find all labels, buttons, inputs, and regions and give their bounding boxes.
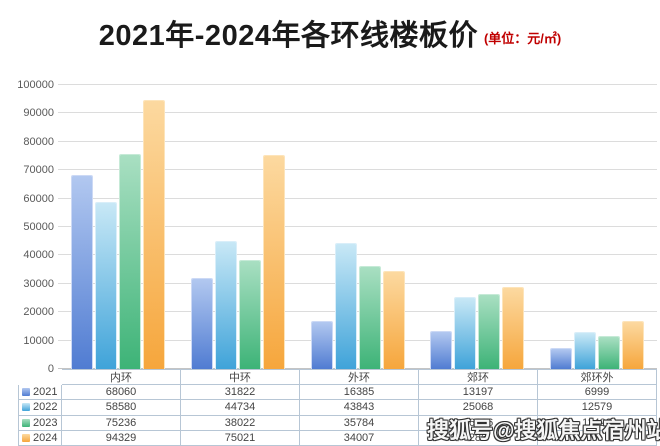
plot-area <box>58 84 657 369</box>
bar-2021-内环 <box>71 176 92 369</box>
y-tick-label-10000: 10000 <box>23 334 54 347</box>
bar-2022-中环 <box>215 242 236 369</box>
table-header-外环: 外环 <box>300 369 419 385</box>
bar-2024-中环 <box>263 156 284 369</box>
y-tick-label-60000: 60000 <box>23 192 54 205</box>
table-cell-2022-郊环: 25068 <box>419 400 538 416</box>
table-cell-2023-郊环外: 11423 <box>538 415 657 431</box>
legend-year-2023: 2023 <box>33 416 58 429</box>
y-tick-label-80000: 80000 <box>23 135 54 148</box>
bar-2024-内环 <box>143 101 164 369</box>
table-cell-2022-中环: 44734 <box>181 400 300 416</box>
y-tick-label-100000: 100000 <box>17 79 54 91</box>
legend-swatch-2024 <box>22 433 30 442</box>
bar-2021-郊环 <box>431 332 452 369</box>
bar-2022-郊环 <box>455 298 476 369</box>
bar-2023-郊环 <box>479 295 500 369</box>
watermark-text: 搜狐号@搜狐焦点宿州站 <box>427 418 660 443</box>
table-cell-2023-中环: 38022 <box>181 415 300 431</box>
gridline-20000 <box>58 311 657 313</box>
table-cell-2021-外环: 16385 <box>300 385 419 401</box>
y-tick-label-30000: 30000 <box>23 277 54 290</box>
bar-2022-内环 <box>95 203 116 369</box>
table-cell-2023-外环: 35784 <box>300 415 419 431</box>
bar-2021-郊环外 <box>551 349 572 369</box>
table-cell-2021-中环: 31822 <box>181 385 300 401</box>
legend-year-2024: 2024 <box>33 431 58 444</box>
gridline-70000 <box>58 169 657 171</box>
bar-2023-郊环外 <box>599 337 620 369</box>
bar-2022-外环 <box>335 244 356 369</box>
legend-swatch-2022 <box>22 403 30 412</box>
table-cell-2024-中环: 75021 <box>181 430 300 446</box>
table-cell-2021-郊环外: 6999 <box>538 385 657 401</box>
table-cell-2022-郊环外: 12579 <box>538 400 657 416</box>
table-cell-2021-郊环: 13197 <box>419 385 538 401</box>
gridline-90000 <box>58 112 657 114</box>
chart-title-text: 2021年-2024年各环线楼板价 <box>98 20 478 52</box>
gridline-30000 <box>58 282 657 284</box>
bar-2023-外环 <box>359 267 380 369</box>
gridline-50000 <box>58 226 657 227</box>
gridline-60000 <box>58 197 657 199</box>
gridline-100000 <box>58 84 657 85</box>
table-corner-cell <box>18 369 62 385</box>
legend-year-2022: 2022 <box>33 401 58 414</box>
gridline-40000 <box>58 254 657 256</box>
bar-2024-外环 <box>383 272 404 369</box>
y-tick-label-90000: 90000 <box>23 107 54 120</box>
table-header-郊环: 郊环 <box>419 369 538 385</box>
table-cell-2024-内环: 94329 <box>62 430 181 446</box>
bar-2024-郊环 <box>503 288 524 369</box>
table-header-中环: 中环 <box>181 369 300 385</box>
y-tick-label-40000: 40000 <box>23 249 54 262</box>
legend-swatch-2023 <box>22 418 30 427</box>
table-rowlabel-2022: 2022 <box>18 400 62 416</box>
table-header-郊环外: 郊环外 <box>538 369 657 385</box>
table-cell-2023-内环: 75236 <box>62 415 181 431</box>
y-tick-label-20000: 20000 <box>23 306 54 319</box>
x-axis-line <box>58 368 657 369</box>
bar-2022-郊环外 <box>575 333 596 369</box>
table-cell-2022-内环: 58580 <box>62 400 181 416</box>
table-cell-2023-郊环: 26036 <box>419 415 538 431</box>
bar-2021-外环 <box>311 322 332 369</box>
chart-unit-label: (单位：元/㎡) <box>483 30 562 46</box>
gridline-80000 <box>58 140 657 142</box>
data-table: 内环 中环 外环 郊环 郊环外 2021 68060 31822 16385 13197 6999 2… <box>18 369 657 446</box>
page-title: 2021年-2024年各环线楼板价 (单位：元/㎡) <box>0 10 660 56</box>
gridline-10000 <box>58 339 657 341</box>
table-cell-2024-郊环外 <box>538 430 657 446</box>
legend-swatch-2021 <box>22 388 30 397</box>
y-tick-label-50000: 50000 <box>23 221 54 233</box>
table-rowlabel-2024: 2024 <box>18 430 62 446</box>
legend-year-2021: 2021 <box>33 386 58 399</box>
table-header-内环: 内环 <box>62 369 181 385</box>
table-cell-2022-外环: 43843 <box>300 400 419 416</box>
table-cell-2021-内环: 68060 <box>62 385 181 401</box>
table-rowlabel-2023: 2023 <box>18 415 62 431</box>
y-tick-label-0: 0 <box>47 363 54 375</box>
bar-2023-中环 <box>239 261 260 369</box>
table-rowlabel-2021: 2021 <box>18 385 62 401</box>
bar-2023-内环 <box>119 155 140 369</box>
y-tick-label-70000: 70000 <box>23 164 54 177</box>
bar-2021-中环 <box>191 279 212 369</box>
table-cell-2024-外环: 34007 <box>300 430 419 446</box>
table-cell-2024-郊环: 286 <box>419 430 538 446</box>
bar-2024-郊环外 <box>623 322 644 369</box>
